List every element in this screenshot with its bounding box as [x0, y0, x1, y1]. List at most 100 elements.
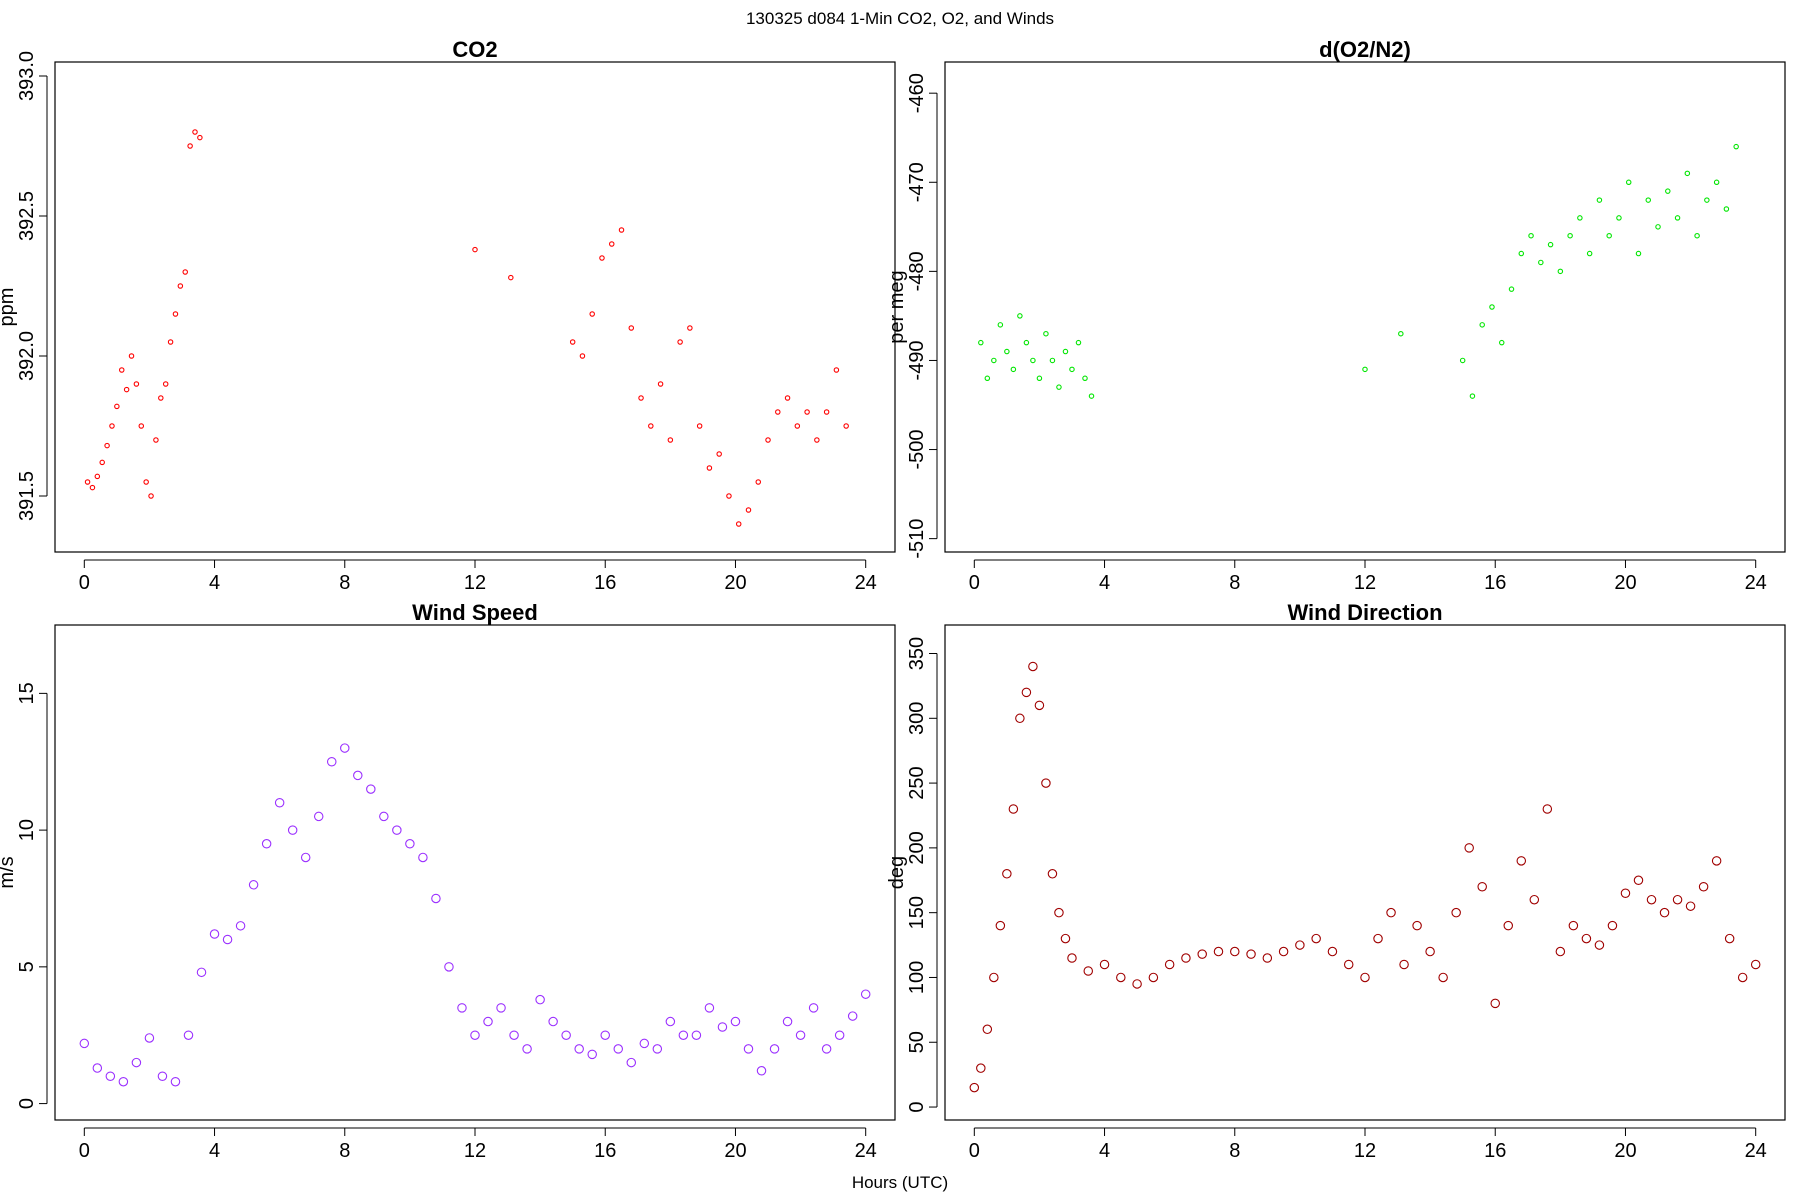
- data-point: [1498, 339, 1505, 346]
- data-point: [89, 484, 96, 491]
- data-point: [340, 743, 350, 753]
- data-point: [366, 784, 376, 794]
- data-point: [1479, 322, 1485, 328]
- x-tick-label: 8: [1229, 572, 1240, 594]
- data-point: [1015, 713, 1025, 724]
- data-point: [123, 386, 130, 393]
- x-tick-label: 0: [969, 1140, 980, 1162]
- data-point: [1633, 875, 1644, 886]
- data-point: [1698, 882, 1709, 892]
- data-point: [1398, 330, 1404, 337]
- data-point: [765, 437, 771, 443]
- data-point: [1577, 215, 1583, 221]
- data-point: [717, 1022, 728, 1032]
- data-point: [99, 459, 105, 466]
- data-point: [730, 1016, 741, 1027]
- data-point: [745, 507, 752, 513]
- y-tick-label: 392.5: [16, 191, 38, 241]
- data-point: [1620, 888, 1631, 898]
- y-tick-label: 250: [906, 766, 928, 799]
- x-tick-label: 20: [1614, 572, 1636, 594]
- data-point: [1399, 959, 1409, 970]
- y-axis-label: ppm: [0, 288, 18, 327]
- data-point: [978, 339, 984, 346]
- plot-frame: [54, 61, 896, 553]
- data-point: [1685, 901, 1696, 911]
- data-point: [726, 493, 732, 499]
- data-point: [1412, 920, 1422, 931]
- x-tick-label: 8: [339, 1140, 350, 1162]
- data-point: [1262, 953, 1273, 963]
- data-point: [1594, 940, 1605, 950]
- data-point: [118, 1076, 129, 1087]
- data-point: [1047, 869, 1058, 879]
- data-point: [652, 1044, 663, 1054]
- x-tick-label: 16: [1484, 1140, 1506, 1162]
- data-point: [177, 283, 184, 289]
- data-point: [133, 381, 140, 387]
- data-point: [470, 1030, 480, 1040]
- data-point: [677, 339, 683, 345]
- data-point: [1528, 232, 1534, 239]
- data-point: [496, 1003, 506, 1013]
- data-points: [969, 661, 1761, 1093]
- data-point: [991, 357, 997, 364]
- data-point: [1088, 393, 1095, 399]
- data-points: [79, 743, 871, 1087]
- x-tick-label: 12: [1354, 572, 1376, 594]
- data-point: [1646, 894, 1657, 905]
- data-point: [1555, 946, 1566, 957]
- data-point: [989, 972, 999, 983]
- data-point: [1069, 366, 1075, 373]
- panel-o2n2: d(O2/N2) per meg 0 4 8 12 16 20 24 -510 -500 -490 -4…: [886, 37, 1786, 594]
- y-axis-label: m/s: [0, 856, 18, 888]
- y-tick-label: 50: [906, 1031, 928, 1053]
- data-point: [579, 353, 586, 359]
- data-point: [483, 1016, 493, 1027]
- data-point: [1516, 856, 1527, 866]
- data-point: [814, 437, 820, 443]
- data-point: [1373, 933, 1383, 944]
- data-point: [1021, 687, 1032, 698]
- data-point: [1477, 882, 1487, 892]
- data-point: [1075, 339, 1082, 346]
- plot-frame: [54, 624, 896, 1121]
- figure-title: 130325 d084 1-Min CO2, O2, and Winds: [746, 9, 1054, 28]
- data-point: [589, 311, 595, 317]
- y-tick-label: 150: [906, 896, 928, 929]
- data-point: [1508, 286, 1515, 292]
- x-tick-label: 24: [855, 572, 877, 594]
- data-point: [392, 825, 402, 835]
- data-point: [638, 395, 644, 401]
- data-point: [1713, 179, 1720, 186]
- y-axis-label: deg: [886, 856, 908, 889]
- data-point: [1036, 375, 1043, 382]
- data-point: [1704, 197, 1710, 203]
- data-point: [997, 322, 1004, 328]
- data-point: [187, 143, 193, 149]
- data-point: [170, 1076, 181, 1087]
- data-point: [1489, 304, 1495, 310]
- y-tick-label: -480: [906, 251, 928, 291]
- y-tick-label: 300: [906, 702, 928, 735]
- data-point: [109, 423, 115, 429]
- data-point: [782, 1016, 793, 1027]
- data-point: [1723, 206, 1730, 212]
- data-point: [1028, 661, 1038, 672]
- x-tick-label: 20: [724, 572, 746, 594]
- data-point: [1567, 232, 1573, 239]
- data-point: [1529, 894, 1540, 905]
- data-point: [1034, 700, 1045, 711]
- data-point: [1246, 949, 1256, 959]
- data-point: [1164, 959, 1175, 970]
- data-point: [608, 241, 615, 247]
- data-point: [162, 381, 169, 387]
- panel-title: Wind Speed: [412, 600, 538, 625]
- data-point: [535, 994, 545, 1005]
- y-tick-label: 15: [16, 682, 38, 704]
- data-point: [1711, 856, 1722, 866]
- data-point: [667, 437, 674, 443]
- data-point: [405, 839, 415, 849]
- data-point: [1043, 330, 1049, 337]
- data-point: [1116, 972, 1126, 983]
